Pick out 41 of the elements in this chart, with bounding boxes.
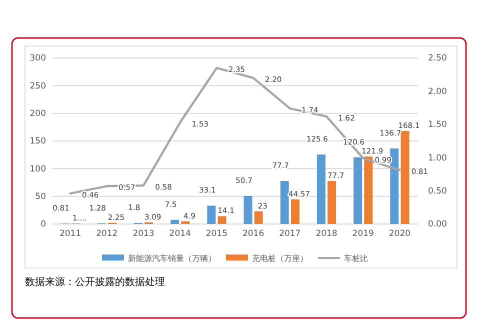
- x-tick-label: 2018: [316, 229, 338, 240]
- bar: [400, 130, 410, 224]
- x-tick-label: 2016: [242, 229, 264, 240]
- bar: [316, 154, 326, 224]
- legend-label: 车桩比: [344, 254, 368, 263]
- bar: [280, 181, 289, 224]
- x-tick-label: 2015: [206, 229, 228, 240]
- y-tick-label: 0: [40, 220, 46, 230]
- y2-tick-label: 0.00: [428, 220, 447, 230]
- y2-tick-label: 0.50: [428, 186, 447, 197]
- y-tick-label: 50: [35, 192, 46, 202]
- legend-label: 新能源汽车销量（万辆）: [128, 254, 216, 263]
- y2-tick-label: 2.00: [428, 86, 447, 97]
- bar: [207, 206, 216, 224]
- y-tick-label: 150: [30, 136, 46, 147]
- x-tick-label: 2014: [169, 229, 191, 240]
- y-tick-label: 250: [30, 81, 46, 92]
- y-tick-label: 300: [30, 54, 46, 64]
- y-tick-label: 100: [30, 164, 46, 174]
- y2-tick-label: 2.50: [428, 54, 447, 64]
- bar: [354, 157, 362, 224]
- x-tick-label: 2017: [279, 229, 301, 240]
- x-tick-label: 2019: [352, 229, 374, 240]
- x-tick-label: 2012: [96, 229, 118, 240]
- bar: [390, 148, 399, 224]
- bar: [328, 181, 336, 224]
- x-tick-label: 2013: [132, 229, 154, 240]
- y2-tick-label: 1.50: [428, 120, 447, 130]
- legend-label: 充电桩（万座）: [252, 254, 308, 263]
- source-note: 数据来源：公开披露的数据处理: [25, 276, 165, 288]
- y2-tick-label: 1.00: [428, 153, 447, 164]
- y-tick-label: 200: [30, 109, 46, 120]
- bar: [244, 196, 252, 224]
- bar: [364, 156, 373, 224]
- bar: [181, 221, 190, 224]
- bar: [254, 211, 263, 224]
- bar: [170, 220, 180, 224]
- bar: [218, 216, 226, 224]
- bar: [290, 199, 300, 224]
- x-tick-label: 2020: [388, 229, 411, 240]
- x-tick-label: 2011: [59, 229, 82, 240]
